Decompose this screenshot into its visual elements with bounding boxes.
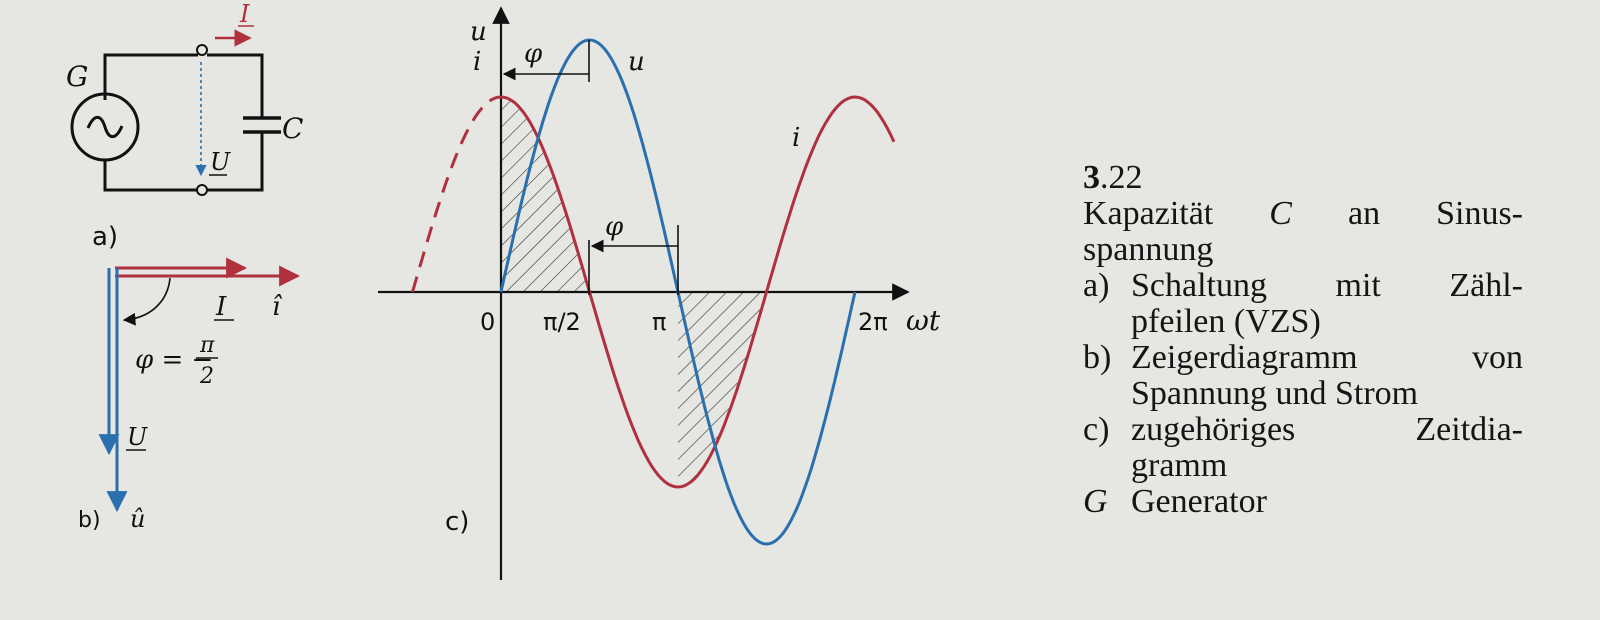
phi-top-label: φ	[524, 39, 543, 69]
phi-mid-label: φ	[605, 212, 624, 242]
voltage-label: U	[210, 148, 231, 176]
time-diagram: u i φ φ u i 0 π/2 π 2π ωt c)	[378, 6, 941, 580]
phi-denominator: 2	[199, 364, 214, 389]
panel-b-label: b)	[78, 508, 101, 533]
phi-prefix: φ = −	[135, 345, 213, 375]
figure-caption: 3.22 Kapazität C an Sinus- spannung a) S…	[1083, 160, 1523, 520]
circuit-wire-top-left	[103, 53, 198, 100]
voltage-phasor-label: U	[127, 423, 148, 451]
circuit-wire-bottom-right	[207, 132, 264, 192]
caption-title-line2: spannung	[1083, 231, 1214, 268]
phasor-diagram: I î φ = − π 2 U û b)	[78, 257, 301, 533]
phi-numerator: π	[199, 333, 215, 358]
circuit-wire-top-right	[207, 53, 264, 118]
current-curve-dashed	[411, 95, 501, 293]
tick-label-2pi: 2π	[858, 308, 888, 336]
current-phasor-label: I	[215, 292, 227, 322]
phi-arc	[122, 277, 171, 326]
x-axis-label: ωt	[906, 304, 941, 337]
panel-a-label: a)	[92, 222, 118, 252]
tick-label-0: 0	[480, 308, 495, 336]
sine-source-icon	[86, 115, 124, 139]
terminal-bottom	[196, 184, 208, 196]
generator-label: G	[66, 60, 88, 93]
caption-item-c: c) zugehöriges Zeitdia-gramm	[1083, 411, 1523, 484]
current-curve	[500, 95, 896, 489]
y-axis-label-i: i	[473, 47, 481, 77]
tick-label-pi-half: π/2	[543, 308, 581, 336]
figure-number: 3.22	[1083, 159, 1143, 196]
caption-item-a: a) Schaltung mit Zähl-pfeilen (VZS)	[1083, 267, 1523, 340]
i-curve-label: i	[792, 123, 800, 153]
y-axis-label-u: u	[470, 17, 487, 47]
circuit-diagram: I G C U a)	[66, 0, 303, 252]
current-label: I	[239, 0, 250, 28]
hatch-area-2	[678, 292, 767, 487]
tick-label-pi: π	[652, 308, 666, 336]
panel-c-label: c)	[445, 507, 469, 537]
circuit-wire-bottom-left	[103, 160, 198, 192]
caption-legend-g: G Generator	[1083, 483, 1267, 520]
current-peak-label: î	[272, 292, 283, 322]
generator-icon	[70, 92, 140, 162]
voltage-peak-label: û	[130, 505, 145, 533]
caption-item-b: b) Zeigerdiagramm von Spannung und Strom	[1083, 339, 1523, 412]
terminal-top	[196, 44, 208, 56]
capacitor-label: C	[282, 112, 303, 145]
caption-title-line1: Kapazität C an Sinus-	[1083, 195, 1523, 232]
u-curve-label: u	[628, 47, 645, 77]
